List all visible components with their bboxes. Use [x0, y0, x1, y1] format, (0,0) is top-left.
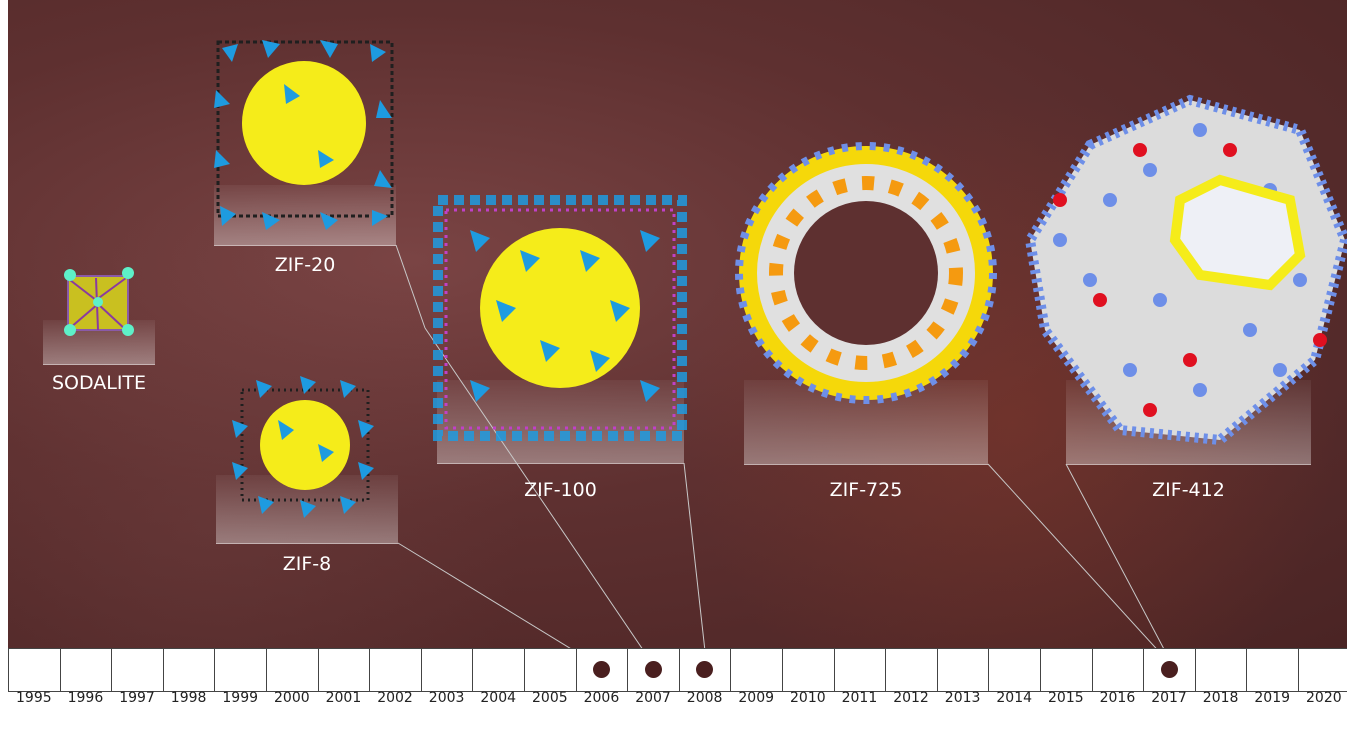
timeline-cell-2010	[782, 649, 835, 691]
timeline-cell-2014	[988, 649, 1041, 691]
label-sodalite: SODALITE	[51, 372, 147, 394]
timeline-cell-1998	[162, 649, 216, 691]
year-label-2014: 2014	[996, 690, 1033, 706]
connector-zif-8	[397, 542, 574, 650]
timeline-dot-2017	[1160, 661, 1178, 678]
connector-zif-20-a	[395, 244, 426, 329]
year-label-2009: 2009	[738, 690, 775, 706]
label-zif-20: ZIF-20	[274, 254, 336, 276]
timeline-dot-2008	[696, 661, 714, 678]
timeline-cell-2008	[678, 649, 732, 691]
zif-725-structure	[735, 142, 997, 404]
timeline-cell-2001	[317, 649, 371, 691]
year-label-1997: 1997	[119, 690, 155, 706]
year-label-1998: 1998	[170, 690, 207, 706]
year-label-2003: 2003	[428, 690, 465, 706]
year-label-2015: 2015	[1048, 690, 1084, 706]
label-zif-100: ZIF-100	[524, 479, 597, 501]
timeline-cell-2019	[1246, 649, 1299, 691]
connector-zif-20-b	[424, 327, 644, 650]
year-label-2012: 2012	[893, 690, 929, 706]
timeline-cell-1997	[111, 649, 164, 691]
year-label-2000: 2000	[274, 690, 310, 706]
timeline-cell-2012	[885, 649, 938, 691]
timeline-dot-2006	[592, 661, 610, 678]
year-label-1999: 1999	[222, 690, 259, 706]
year-label-2006: 2006	[583, 690, 620, 706]
timeline-cell-2006	[575, 649, 629, 691]
timeline-cell-2009	[730, 649, 783, 691]
timeline-cell-2013	[936, 649, 990, 691]
year-label-2018: 2018	[1202, 690, 1239, 706]
timeline-cell-2007	[627, 649, 680, 691]
timeline-cell-2020	[1298, 649, 1347, 691]
timeline-cell-2002	[369, 649, 422, 691]
timeline-cell-2015	[1040, 649, 1093, 691]
timeline-bar	[8, 648, 1347, 692]
connector-zif-725	[987, 463, 1159, 650]
year-label-2007: 2007	[635, 690, 671, 706]
year-label-2005: 2005	[532, 690, 568, 706]
label-zif-412: ZIF-412	[1152, 479, 1225, 501]
zif-100-structure	[433, 195, 687, 441]
timeline-cell-2004	[472, 649, 525, 691]
timeline-cell-2017	[1143, 649, 1196, 691]
timeline-cell-2005	[524, 649, 577, 691]
timeline-dot-2007	[644, 661, 662, 678]
timeline-cell-2011	[833, 649, 887, 691]
year-label-2016: 2016	[1099, 690, 1136, 706]
structures-layer	[64, 40, 1347, 650]
year-label-2010: 2010	[790, 690, 826, 706]
label-zif-8: ZIF-8	[282, 553, 332, 575]
timeline-cell-2000	[266, 649, 319, 691]
year-label-1995: 1995	[16, 690, 52, 706]
timeline-cell-2016	[1091, 649, 1145, 691]
year-label-2001: 2001	[325, 690, 362, 706]
timeline-cell-1996	[59, 649, 113, 691]
zif-8-structure	[232, 376, 374, 518]
connector-zif-100	[683, 462, 706, 650]
year-label-2020: 2020	[1306, 690, 1342, 706]
year-label-2002: 2002	[377, 690, 413, 706]
year-label-2013: 2013	[944, 690, 981, 706]
label-zif-725: ZIF-725	[829, 479, 903, 501]
year-label-2008: 2008	[686, 690, 723, 706]
year-label-2017: 2017	[1151, 690, 1187, 706]
year-label-2011: 2011	[841, 690, 878, 706]
timeline-cell-2003	[420, 649, 474, 691]
sodalite-structure	[64, 267, 134, 336]
year-label-2004: 2004	[480, 690, 517, 706]
year-label-1996: 1996	[67, 690, 104, 706]
timeline-cell-1999	[214, 649, 267, 691]
timeline-cell-2018	[1194, 649, 1248, 691]
year-label-2019: 2019	[1254, 690, 1291, 706]
timeline-cell-1995	[8, 649, 61, 691]
zif-20-structure	[214, 40, 394, 230]
connector-zif-412	[1065, 463, 1166, 650]
zif-412-structure	[1024, 94, 1347, 446]
